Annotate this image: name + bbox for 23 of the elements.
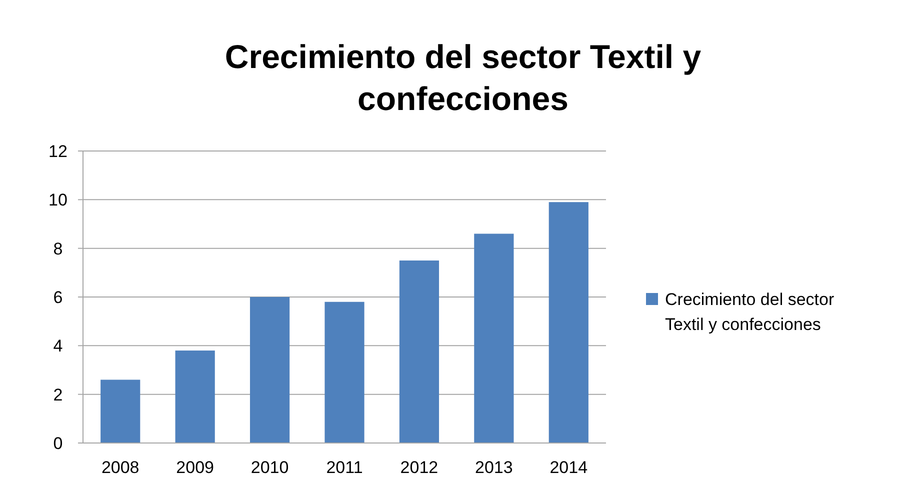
x-tick-label: 2010	[250, 458, 289, 477]
y-tick-label: 2	[53, 385, 63, 404]
y-tick-label: 8	[53, 239, 63, 258]
x-tick-label: 2009	[176, 458, 214, 477]
bar	[474, 234, 514, 443]
bar	[548, 202, 588, 443]
y-tick-label: 10	[48, 190, 68, 210]
bar	[324, 302, 364, 443]
x-tick-label: 2011	[326, 458, 363, 477]
legend-label: Crecimiento del sector Textil y confecciones	[665, 290, 834, 334]
y-tick-label: 4	[53, 336, 63, 356]
y-tick-label: 12	[48, 142, 68, 161]
bar	[100, 380, 140, 443]
bar	[250, 297, 290, 443]
x-tick-label: 2012	[400, 458, 438, 477]
x-tick-label: 2014	[550, 458, 588, 477]
bar	[175, 350, 215, 443]
bar	[399, 260, 440, 443]
y-tick-label: 6	[53, 288, 63, 307]
chart-title: Crecimiento del sector Textil y confecciones	[224, 38, 702, 117]
x-tick-label: 2013	[475, 458, 513, 477]
y-tick-label: 0	[53, 434, 63, 453]
x-tick-label: 2008	[101, 458, 140, 477]
